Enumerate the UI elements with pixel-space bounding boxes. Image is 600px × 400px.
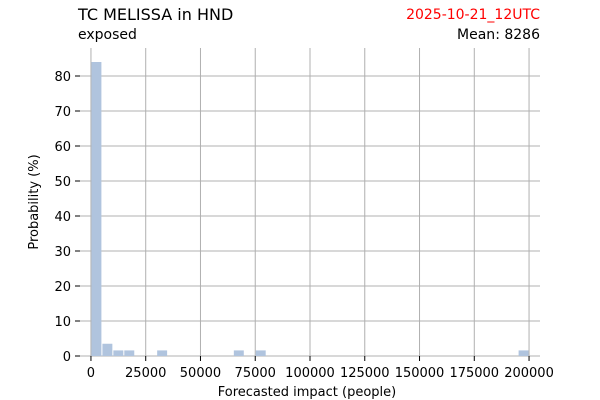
bars-layer [91, 62, 529, 356]
chart-subtitle: exposed [78, 27, 137, 43]
y-tick-label: 30 [54, 245, 71, 260]
grid-layer [80, 48, 540, 357]
x-axis-label: Forecasted impact (people) [218, 385, 396, 400]
mean-label: Mean [457, 27, 504, 43]
y-axis-label: Probability (%) [27, 154, 42, 249]
tick-layer: 0 10 20 30 40 50 60 70 80 0 25000 50000 75000 100000 1… [54, 70, 553, 381]
histogram-bar [102, 343, 113, 356]
x-tick-label: 25000 [125, 366, 166, 381]
chart-title: TC MELISSA in HND [78, 5, 234, 24]
y-tick-label: 20 [54, 280, 71, 295]
mean-annotation: Mean8286 [457, 27, 540, 43]
mean-value: 8286 [504, 27, 540, 43]
histogram-bar [113, 350, 124, 356]
y-tick-label: 70 [54, 105, 71, 120]
y-tick-label: 40 [54, 210, 71, 225]
x-tick-label: 200000 [504, 366, 554, 381]
x-tick-label: 50000 [180, 366, 221, 381]
x-tick-label: 75000 [235, 366, 276, 381]
x-tick-label: 125000 [340, 366, 390, 381]
forecast-timestamp: 2025-10-21_12UTC [406, 7, 540, 23]
y-tick-label: 50 [54, 175, 71, 190]
x-tick-label: 0 [87, 366, 95, 381]
histogram-bar [91, 62, 102, 356]
histogram-bar [157, 350, 168, 356]
y-tick-label: 60 [54, 140, 71, 155]
y-tick-label: 10 [54, 315, 71, 330]
x-tick-label: 175000 [449, 366, 499, 381]
x-tick-label: 100000 [285, 366, 335, 381]
y-tick-label: 80 [54, 70, 71, 85]
histogram-bar [255, 350, 266, 356]
y-tick-label: 0 [63, 350, 71, 365]
histogram-bar [124, 350, 135, 356]
histogram-bar [233, 350, 244, 356]
histogram-bar [518, 350, 529, 356]
x-tick-label: 150000 [395, 366, 445, 381]
